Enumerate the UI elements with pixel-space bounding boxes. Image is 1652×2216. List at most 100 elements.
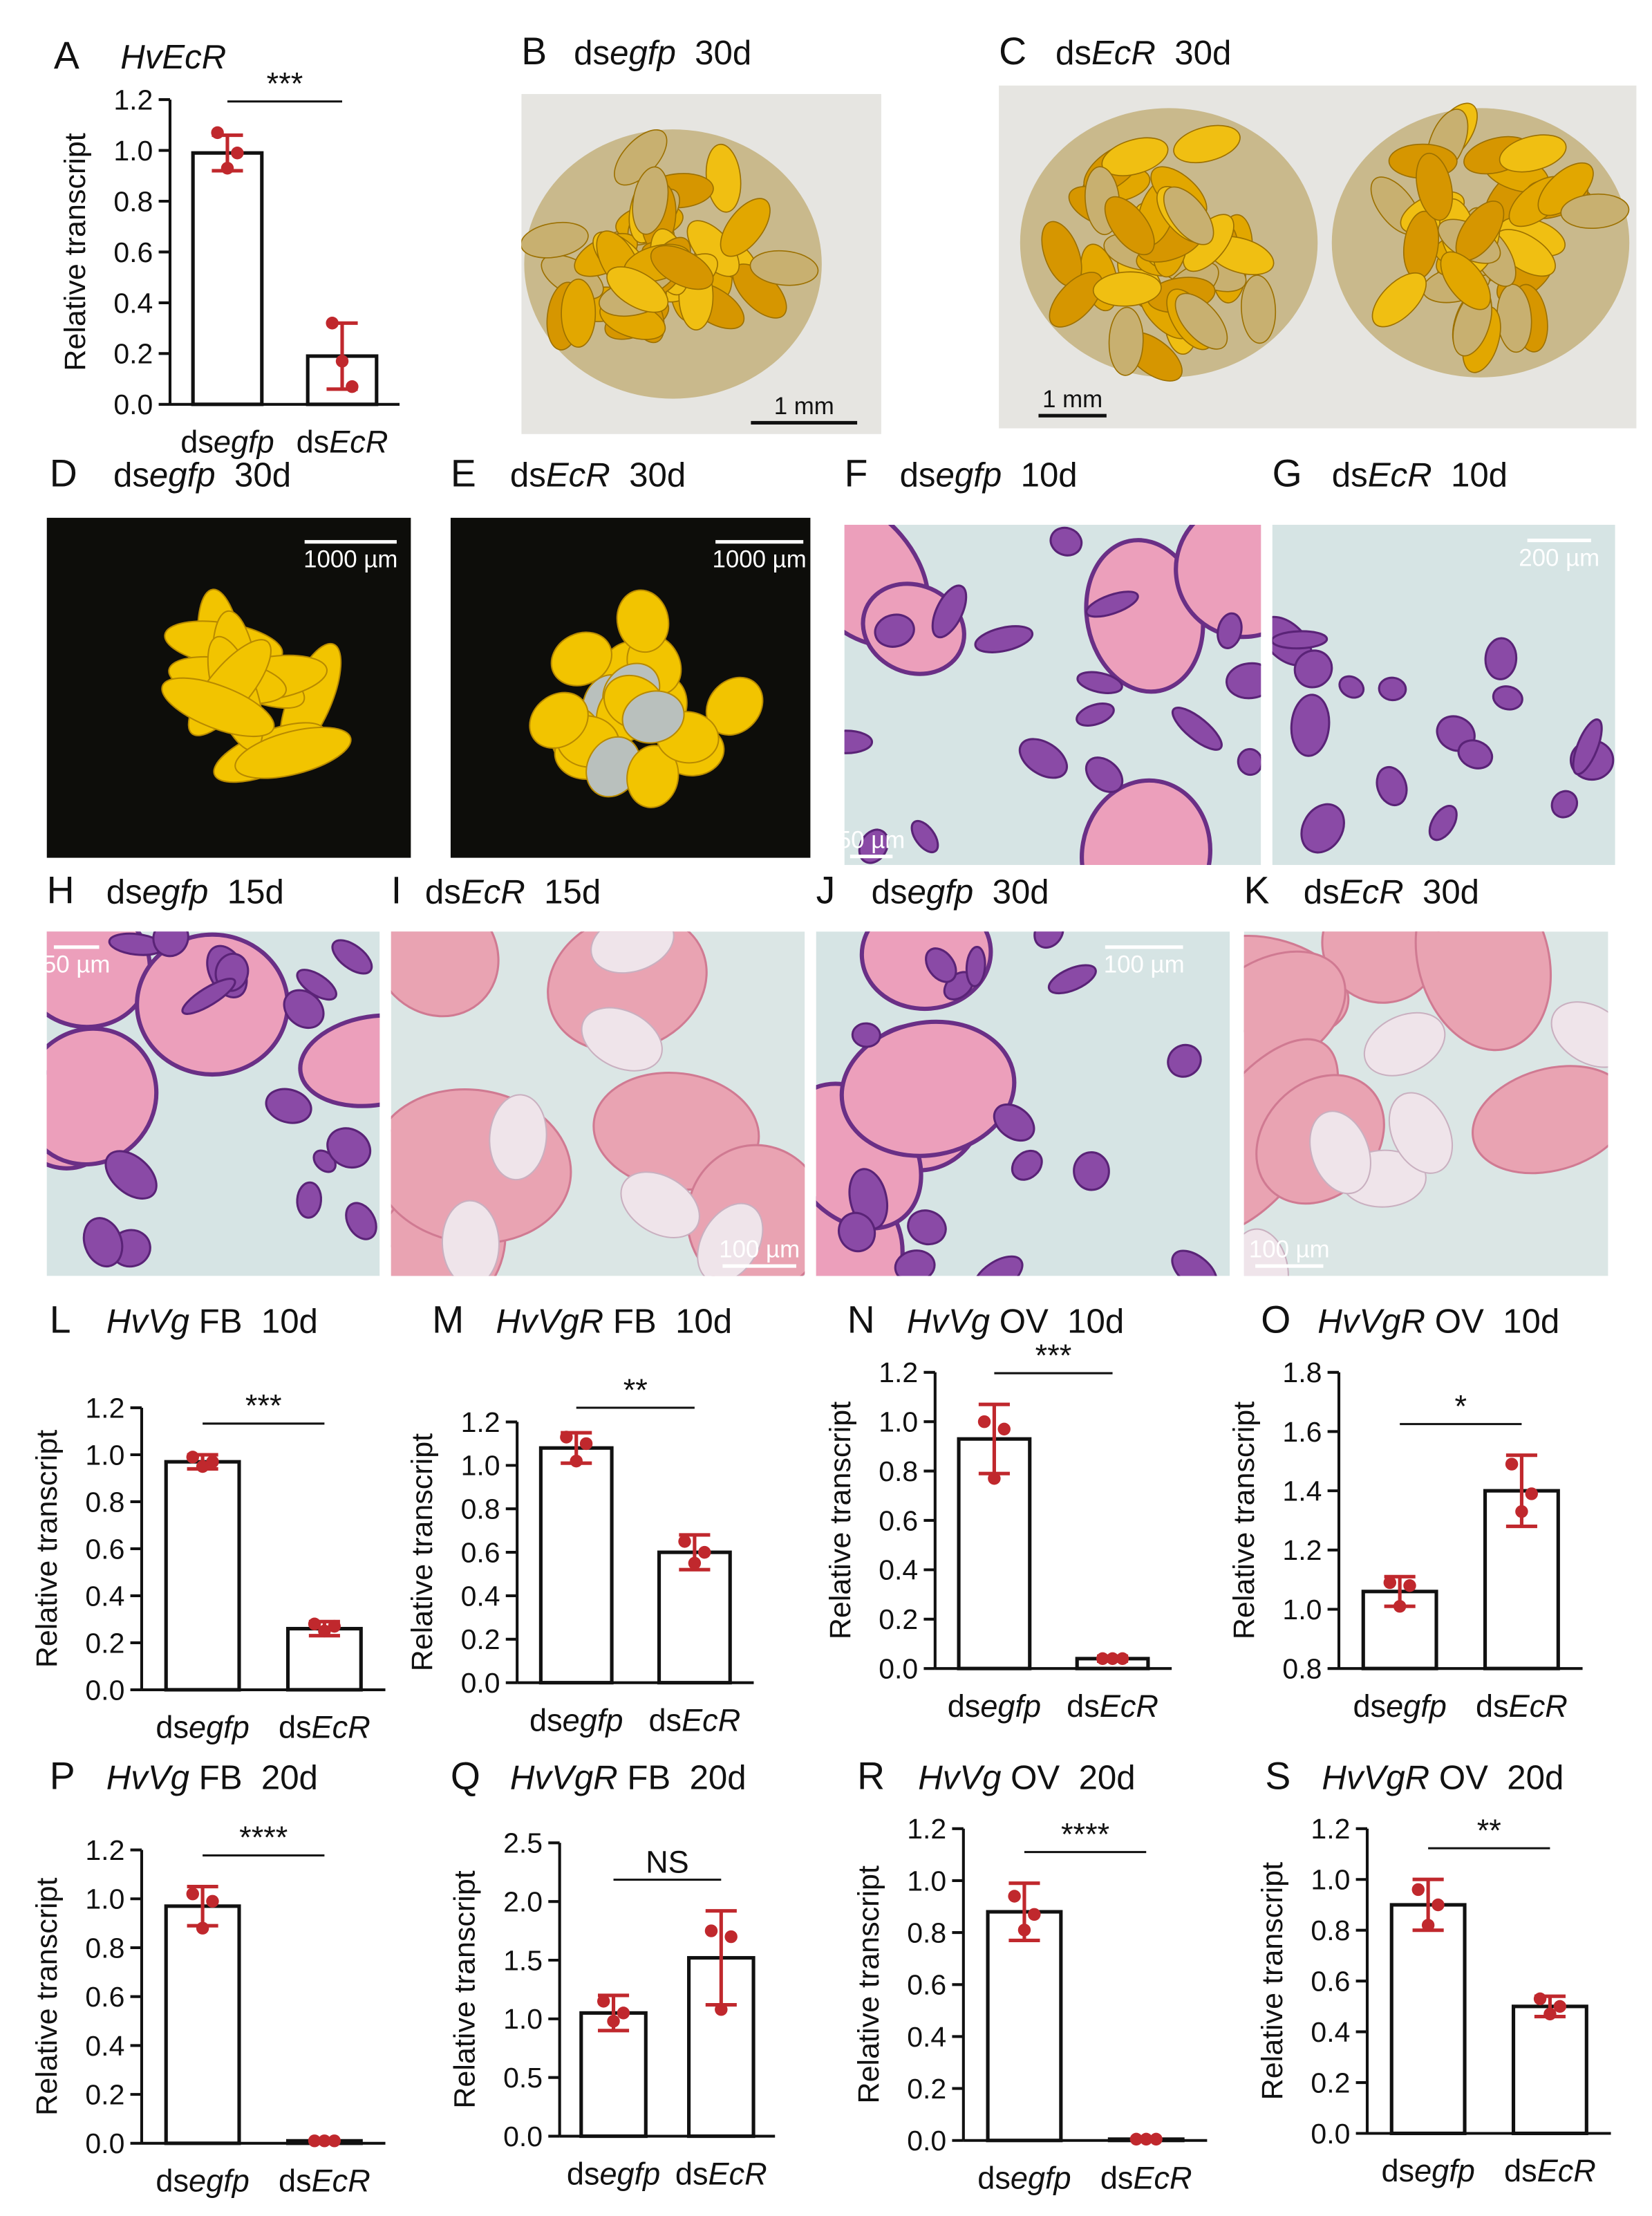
y-tick-label: 0.0 [113,389,153,420]
title-part: 30d [973,873,1049,911]
x-tick-label: dsEcR [1100,2160,1192,2195]
image-shape [1241,274,1277,344]
y-tick-label: 1.2 [461,1406,500,1438]
image-shape [1376,765,1408,806]
title-part: ds [1332,456,1368,494]
y-axis-label: Relative transcript [824,1402,857,1639]
image-shape [521,221,589,259]
x-tick-label: dsEcR [1067,1688,1158,1724]
data-point [560,1431,573,1444]
y-tick-label: 1.5 [503,1944,543,1976]
panel-title: dsEcR 30d [1304,873,1479,911]
image-shape [974,625,1034,653]
data-point [1106,1652,1119,1666]
panel-title: HvVgR FB 10d [496,1302,732,1340]
image-shape [1499,134,1567,173]
image-shape [1018,738,1068,779]
data-point [678,1535,691,1548]
image-shape [1293,649,1333,689]
image-shape [391,931,500,1018]
image-shape [1300,803,1345,854]
panel-title: HvVg OV 10d [907,1302,1124,1340]
significance-label: * [1455,1388,1467,1424]
y-tick-label: 0.8 [1282,1653,1322,1685]
panel-letter: S [1265,1754,1290,1797]
data-point [977,1415,991,1428]
data-point [1028,1908,1041,1921]
scale-bar-label: 100 µm [1104,951,1185,978]
title-part: FB 20d [189,1758,318,1796]
image-shape [993,1103,1035,1142]
title-part: ds [872,873,908,911]
title-part: HvEcR [120,38,226,76]
scale-bar-label: 1 mm [774,393,834,420]
x-tick-label: dsegfp [567,2156,660,2191]
panel-title: HvVgR OV 20d [1322,1758,1564,1796]
panel-letter: R [857,1754,885,1797]
micrograph [46,517,411,858]
scale-bar-label: 100 µm [1249,1236,1330,1263]
x-tick-label: dsegfp [948,1688,1041,1724]
micrograph [391,931,805,1276]
data-point [1149,2132,1163,2146]
y-axis-label: Relative transcript [852,1865,885,2103]
panel-letter: E [451,452,476,495]
image-shape [749,250,819,286]
y-tick-label: 0.6 [1311,1965,1350,1997]
y-tick-label: 1.2 [113,84,153,115]
image-shape [296,969,337,1001]
image-shape [925,947,957,983]
y-tick-label: 0.8 [1311,1915,1350,1946]
image-shape [1226,662,1261,700]
data-point [1505,1458,1519,1471]
y-tick-label: 0.8 [113,185,153,217]
y-tick-label: 0.0 [85,1674,124,1706]
image-shape [1163,186,1214,245]
image-shape [894,1249,936,1276]
data-point [1008,1890,1021,1903]
image-shape [1108,306,1144,376]
image-shape [561,278,597,348]
image-shape [529,691,589,749]
scale-bar-label: 1000 µm [303,546,397,573]
micrograph [46,931,380,1276]
y-tick-label: 0.0 [879,1653,918,1685]
image-shape [1440,251,1491,310]
x-tick-label: dsegfp [156,2163,249,2199]
title-part: 30d [216,456,291,494]
title-part: EcR [1340,873,1404,911]
y-axis-label: Relative transcript [449,1870,482,2108]
image-shape [1290,693,1331,757]
significance-label: NS [646,1844,689,1879]
title-part: OV 20d [1429,1758,1564,1796]
x-tick-label: dsegfp [1381,2153,1474,2188]
x-tick-label: dsEcR [279,2163,370,2199]
panel-letter: D [50,452,77,495]
data-point [1553,2000,1566,2013]
title-part: ds [1304,873,1340,911]
data-point [724,1930,738,1944]
panel-letter: P [50,1754,75,1797]
image-shape [265,1088,312,1124]
y-tick-label: 0.6 [461,1536,500,1568]
bar [657,1550,732,1685]
panel-letter: G [1273,452,1302,495]
micrograph [844,525,1261,865]
scale-bar-label: 200 µm [1519,544,1599,571]
image-shape [1171,707,1223,751]
micrograph [1272,525,1615,865]
panel-title: dsEcR 15d [425,873,601,911]
image-shape [838,1211,876,1253]
panel-title: dsegfp 15d [106,873,284,911]
title-part: ds [425,873,461,911]
data-point [328,2134,341,2148]
y-tick-label: 1.0 [907,1865,946,1897]
panel-title: HvVgR FB 20d [510,1758,747,1796]
panel-letter: B [521,30,547,73]
y-tick-label: 0.8 [85,1486,124,1518]
bar [986,1910,1063,2143]
data-point [1515,1505,1528,1518]
panel-title: HvVg FB 20d [106,1758,318,1796]
y-tick-label: 1.0 [113,135,153,167]
panel-title: HvVg FB 10d [106,1302,318,1340]
